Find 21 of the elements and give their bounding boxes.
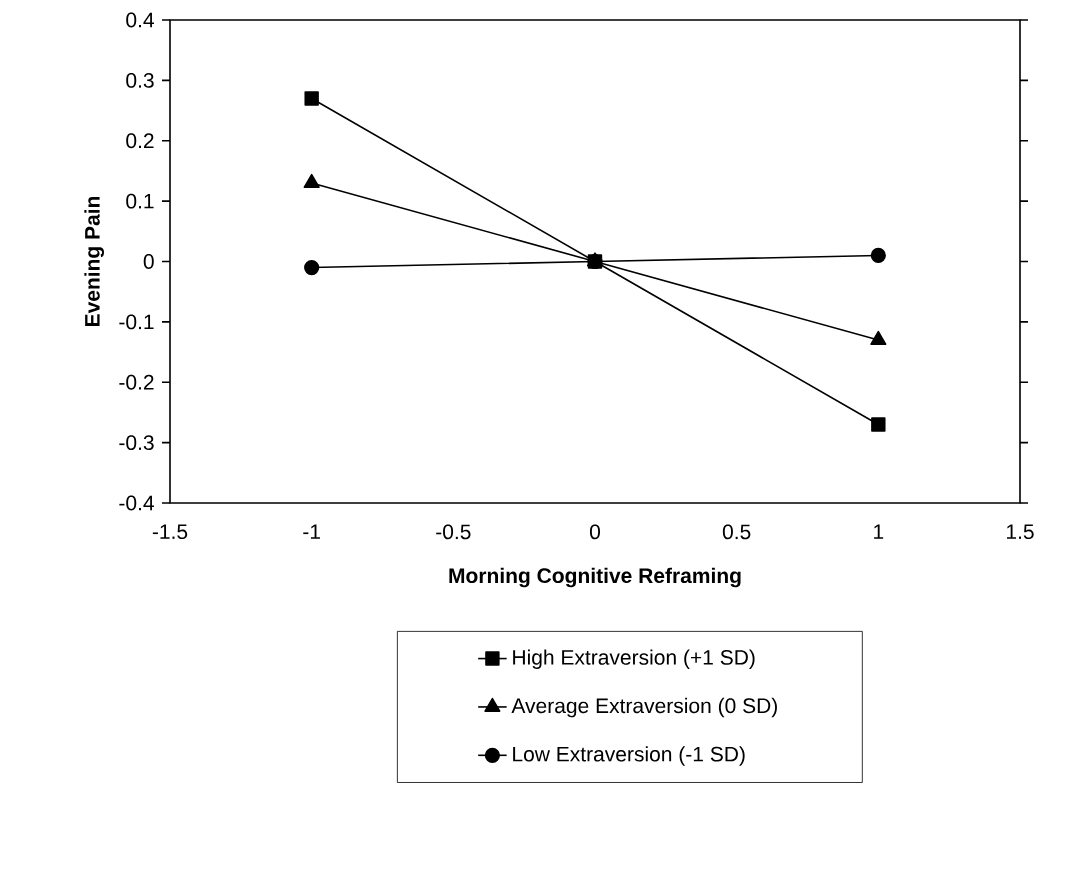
legend-label: Average Extraversion (0 SD)	[511, 697, 777, 718]
legend-label: High Extraversion (+1 SD)	[513, 649, 755, 669]
x-tick-label: 0.5	[722, 524, 751, 540]
x-tick-label: -1.5	[152, 524, 188, 540]
legend-label: Low Extraversion (-1 SD)	[513, 746, 745, 766]
x-tick-label: 0	[589, 524, 601, 540]
x-tick-label: -1	[303, 524, 320, 539]
x-axis-title: Morning Cognitive Reframing	[449, 567, 741, 588]
y-tick-label: 0.4	[126, 12, 154, 28]
x-tick-label: 1	[874, 524, 884, 539]
y-tick-label: -0.3	[119, 435, 154, 451]
y-tick-label: 0	[143, 254, 154, 269]
y-tick-label: -0.4	[119, 495, 154, 511]
y-tick-label: 0.1	[126, 193, 154, 209]
x-tick-label: 1.5	[1007, 524, 1034, 540]
y-tick-label: 0.2	[126, 133, 154, 149]
y-tick-label: 0.3	[126, 72, 154, 88]
y-axis-title: Evening Pain	[84, 196, 105, 327]
y-tick-label: -0.1	[119, 314, 154, 330]
y-tick-label: -0.2	[119, 374, 154, 390]
x-tick-label: -0.5	[436, 524, 471, 540]
